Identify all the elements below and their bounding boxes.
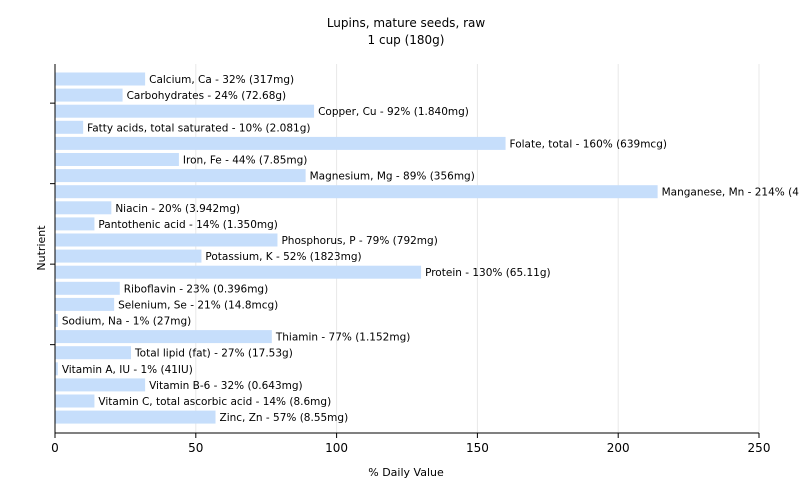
bar-label-13: Riboflavin - 23% (0.396mg) <box>124 283 268 295</box>
bar-8 <box>55 201 112 215</box>
bar-3 <box>55 120 84 134</box>
bar-17 <box>55 346 132 360</box>
bar-label-10: Phosphorus, P - 79% (792mg) <box>281 235 437 247</box>
bar-label-15: Sodium, Na - 1% (27mg) <box>62 316 191 328</box>
bar-15 <box>55 314 58 327</box>
axes: 0 50 100 150 200 250 <box>50 64 770 455</box>
bar-0 <box>55 72 146 86</box>
bar-10 <box>55 233 278 247</box>
x-tick-label-5: 250 <box>748 441 771 455</box>
bar-label-6: Magnesium, Mg - 89% (356mg) <box>310 171 475 183</box>
bar-label-2: Copper, Cu - 92% (1.840mg) <box>318 106 469 118</box>
bar-label-16: Thiamin - 77% (1.152mg) <box>275 332 411 344</box>
bar-19 <box>55 378 146 392</box>
bar-label-7: Manganese, Mn - 214% (4.288mg) <box>662 187 800 199</box>
bars: Calcium, Ca - 32% (317mg) Carbohydrates -… <box>55 72 800 424</box>
gridlines <box>195 64 760 433</box>
bar-7 <box>55 185 658 199</box>
bar-label-20: Vitamin C, total ascorbic acid - 14% (8.… <box>98 396 331 408</box>
bar-11 <box>55 249 202 263</box>
bar-14 <box>55 297 115 311</box>
y-axis-label: Nutrient <box>35 225 48 271</box>
bar-5 <box>55 153 179 166</box>
bar-12 <box>55 265 422 279</box>
bar-9 <box>55 217 95 231</box>
bar-label-14: Selenium, Se - 21% (14.8mcg) <box>118 299 278 311</box>
bar-label-1: Carbohydrates - 24% (72.68g) <box>127 90 287 102</box>
bar-1 <box>55 88 123 102</box>
bar-18 <box>55 362 58 376</box>
x-tick-label-3: 150 <box>466 441 489 455</box>
bar-label-19: Vitamin B-6 - 32% (0.643mg) <box>149 380 303 392</box>
bar-6 <box>55 169 306 183</box>
bar-label-5: Iron, Fe - 44% (7.85mg) <box>183 155 307 167</box>
bar-label-8: Niacin - 20% (3.942mg) <box>115 203 240 215</box>
bar-label-11: Potassium, K - 52% (1823mg) <box>205 251 361 263</box>
bar-label-12: Protein - 130% (65.11g) <box>425 267 551 279</box>
bar-label-18: Vitamin A, IU - 1% (41IU) <box>62 364 193 376</box>
bar-label-4: Folate, total - 160% (639mcg) <box>510 138 667 150</box>
x-tick-label-1: 50 <box>188 441 203 455</box>
bar-label-9: Pantothenic acid - 14% (1.350mg) <box>98 219 277 231</box>
bar-21 <box>55 410 216 424</box>
bar-4 <box>55 136 506 150</box>
bar-13 <box>55 281 120 295</box>
bar-label-21: Zinc, Zn - 57% (8.55mg) <box>220 412 349 424</box>
x-tick-label-0: 0 <box>51 441 59 455</box>
bar-20 <box>55 394 95 408</box>
bar-label-17: Total lipid (fat) - 27% (17.53g) <box>134 348 293 360</box>
bar-label-0: Calcium, Ca - 32% (317mg) <box>149 74 294 86</box>
bar-2 <box>55 104 315 118</box>
x-tick-label-2: 100 <box>325 441 348 455</box>
x-tick-label-4: 200 <box>607 441 630 455</box>
x-axis-label: % Daily Value <box>368 466 444 479</box>
bar-16 <box>55 330 272 344</box>
chart-subtitle: 1 cup (180g) <box>368 33 445 47</box>
bar-label-3: Fatty acids, total saturated - 10% (2.08… <box>87 122 310 134</box>
chart-title: Lupins, mature seeds, raw <box>327 16 486 30</box>
